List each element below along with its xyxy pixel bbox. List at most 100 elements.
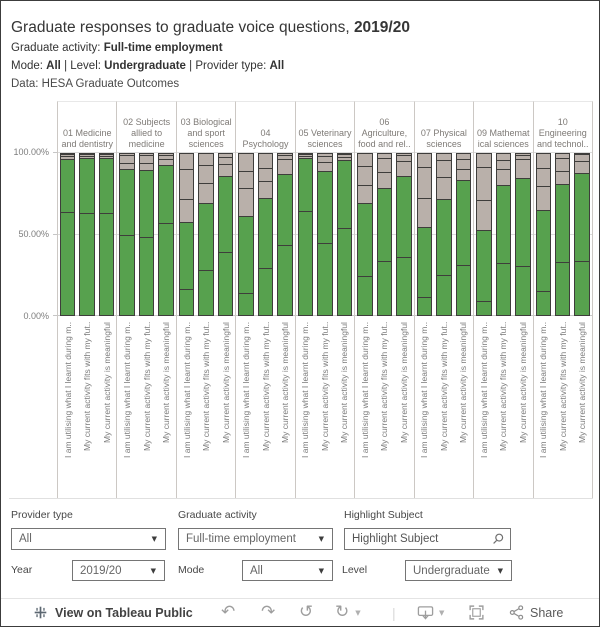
mode-dropdown[interactable]: All ▼	[242, 560, 333, 581]
bar-segment[interactable]	[357, 152, 373, 167]
bar-segment[interactable]	[257, 268, 274, 317]
bar-segment[interactable]	[317, 152, 333, 157]
bar-segment[interactable]	[238, 171, 254, 189]
bar-segment[interactable]	[138, 152, 155, 157]
bar-segment[interactable]	[535, 291, 551, 317]
x-axis-label[interactable]: My current activity fits with my fut..	[438, 322, 449, 452]
stacked-bar[interactable]	[376, 152, 393, 317]
stacked-bar[interactable]	[336, 152, 353, 317]
bar-segment[interactable]	[336, 161, 353, 229]
stacked-bar[interactable]	[119, 152, 135, 317]
x-axis-label[interactable]: My current activity fits with my fut..	[379, 322, 390, 452]
stacked-bar[interactable]	[396, 152, 412, 317]
x-axis-label[interactable]: I am utilising what I learnt during m..	[538, 322, 549, 459]
bar-segment[interactable]	[158, 152, 174, 157]
x-axis-label[interactable]: My current activity is meaningful	[458, 322, 469, 444]
stacked-bar[interactable]	[357, 152, 373, 317]
bar-segment[interactable]	[297, 154, 314, 157]
bar-segment[interactable]	[79, 152, 95, 155]
bar-segment[interactable]	[317, 243, 333, 317]
bar-segment[interactable]	[217, 165, 234, 177]
highlight-subject-searchbox[interactable]	[344, 528, 511, 550]
bar-segment[interactable]	[238, 216, 254, 295]
highlight-subject-input[interactable]	[345, 532, 490, 546]
bar-segment[interactable]	[495, 170, 512, 186]
bar-segment[interactable]	[98, 156, 115, 160]
bar-segment[interactable]	[515, 266, 531, 317]
bar-segment[interactable]	[535, 210, 551, 292]
bar-segment[interactable]	[574, 261, 590, 317]
bar-segment[interactable]	[138, 163, 155, 171]
bar-segment[interactable]	[396, 258, 412, 317]
bar-segment[interactable]	[178, 200, 195, 224]
bar-segment[interactable]	[554, 171, 571, 185]
bar-segment[interactable]	[515, 179, 531, 267]
bar-segment[interactable]	[357, 204, 373, 278]
stacked-bar[interactable]	[257, 152, 274, 317]
bar-segment[interactable]	[455, 180, 472, 266]
bar-segment[interactable]	[119, 236, 135, 317]
bar-segment[interactable]	[476, 231, 492, 302]
bar-segment[interactable]	[178, 223, 195, 291]
group-header[interactable]: 09 Mathemat ical sciences	[477, 127, 530, 149]
x-axis-label[interactable]: I am utilising what I learnt during m..	[62, 322, 73, 459]
bar-segment[interactable]	[98, 154, 115, 157]
stacked-bar[interactable]	[297, 152, 314, 317]
x-axis-label[interactable]: My current activity is meaningful	[280, 322, 291, 444]
download-button[interactable]: ▼	[417, 599, 444, 626]
bar-segment[interactable]	[357, 166, 373, 186]
x-axis-label[interactable]: My current activity fits with my fut..	[260, 322, 271, 452]
bar-segment[interactable]	[79, 156, 95, 160]
bar-segment[interactable]	[198, 165, 214, 184]
bar-segment[interactable]	[396, 156, 412, 162]
bar-segment[interactable]	[198, 203, 214, 272]
bar-segment[interactable]	[495, 264, 512, 317]
bar-segment[interactable]	[416, 167, 433, 200]
bar-segment[interactable]	[98, 159, 115, 214]
bar-segment[interactable]	[257, 169, 274, 183]
stacked-bar[interactable]	[138, 152, 155, 317]
bar-segment[interactable]	[238, 294, 254, 317]
bar-segment[interactable]	[60, 152, 76, 156]
bar-segment[interactable]	[416, 152, 433, 168]
stacked-bar[interactable]	[277, 152, 293, 317]
bar-segment[interactable]	[376, 188, 393, 262]
bar-segment[interactable]	[416, 199, 433, 229]
group-header[interactable]: 05 Veterinary sciences	[298, 127, 352, 149]
bar-segment[interactable]	[60, 159, 76, 213]
bar-segment[interactable]	[416, 228, 433, 299]
bar-segment[interactable]	[416, 298, 433, 317]
x-axis-label[interactable]: My current activity fits with my fut..	[557, 322, 568, 452]
bar-segment[interactable]	[79, 213, 95, 317]
x-axis-label[interactable]: My current activity fits with my fut..	[319, 322, 330, 452]
bar-segment[interactable]	[217, 253, 234, 317]
bar-segment[interactable]	[476, 167, 492, 202]
x-axis-label[interactable]: My current activity is meaningful	[577, 322, 588, 444]
stacked-bar[interactable]	[178, 152, 195, 317]
bar-segment[interactable]	[495, 185, 512, 265]
level-dropdown[interactable]: Undergraduate ▼	[405, 560, 512, 581]
group-header[interactable]: 10 Engineering and technol..	[536, 116, 589, 149]
bar-segment[interactable]	[476, 201, 492, 232]
bar-segment[interactable]	[455, 160, 472, 171]
bar-segment[interactable]	[178, 152, 195, 171]
bar-segment[interactable]	[476, 152, 492, 168]
bar-segment[interactable]	[257, 152, 274, 170]
year-dropdown[interactable]: 2019/20 ▼	[72, 560, 165, 581]
bar-segment[interactable]	[495, 152, 512, 162]
bar-segment[interactable]	[297, 159, 314, 213]
x-axis-label[interactable]: My current activity fits with my fut..	[498, 322, 509, 452]
stacked-bar[interactable]	[98, 152, 115, 317]
bar-segment[interactable]	[554, 263, 571, 317]
group-header[interactable]: 01 Medicine and dentistry	[61, 127, 113, 149]
bar-segment[interactable]	[317, 162, 333, 172]
bar-segment[interactable]	[277, 246, 293, 317]
bar-segment[interactable]	[574, 162, 590, 174]
bar-segment[interactable]	[357, 185, 373, 205]
x-axis-label[interactable]: I am utilising what I learnt during m..	[181, 322, 192, 459]
x-axis-label[interactable]: I am utilising what I learnt during m..	[419, 322, 430, 459]
bar-segment[interactable]	[277, 152, 293, 157]
bar-segment[interactable]	[297, 156, 314, 160]
stacked-bar[interactable]	[238, 152, 254, 317]
bar-segment[interactable]	[297, 212, 314, 317]
